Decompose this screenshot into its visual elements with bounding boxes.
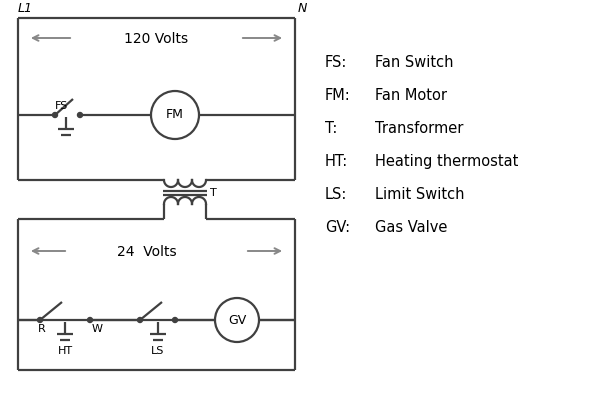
Circle shape [151, 91, 199, 139]
Text: Limit Switch: Limit Switch [375, 187, 464, 202]
Circle shape [87, 318, 93, 322]
Text: Fan Motor: Fan Motor [375, 88, 447, 103]
Circle shape [137, 318, 143, 322]
Text: Gas Valve: Gas Valve [375, 220, 447, 235]
Text: HT:: HT: [325, 154, 348, 169]
Text: LS: LS [151, 346, 164, 356]
Circle shape [77, 112, 83, 118]
Text: GV:: GV: [325, 220, 350, 235]
Text: GV: GV [228, 314, 246, 326]
Text: LS:: LS: [325, 187, 348, 202]
Text: 24  Volts: 24 Volts [117, 245, 176, 259]
Text: FM:: FM: [325, 88, 350, 103]
Circle shape [172, 318, 178, 322]
Text: T: T [210, 188, 217, 198]
Text: FS: FS [55, 101, 68, 111]
Text: FS:: FS: [325, 55, 348, 70]
Text: W: W [92, 324, 103, 334]
Text: Heating thermostat: Heating thermostat [375, 154, 519, 169]
Circle shape [215, 298, 259, 342]
Text: T:: T: [325, 121, 337, 136]
Circle shape [38, 318, 42, 322]
Text: FM: FM [166, 108, 184, 122]
Text: L1: L1 [18, 2, 33, 15]
Text: Transformer: Transformer [375, 121, 463, 136]
Text: Fan Switch: Fan Switch [375, 55, 454, 70]
Text: R: R [38, 324, 46, 334]
Text: N: N [298, 2, 307, 15]
Text: 120 Volts: 120 Volts [124, 32, 189, 46]
Text: HT: HT [57, 346, 73, 356]
Circle shape [53, 112, 57, 118]
